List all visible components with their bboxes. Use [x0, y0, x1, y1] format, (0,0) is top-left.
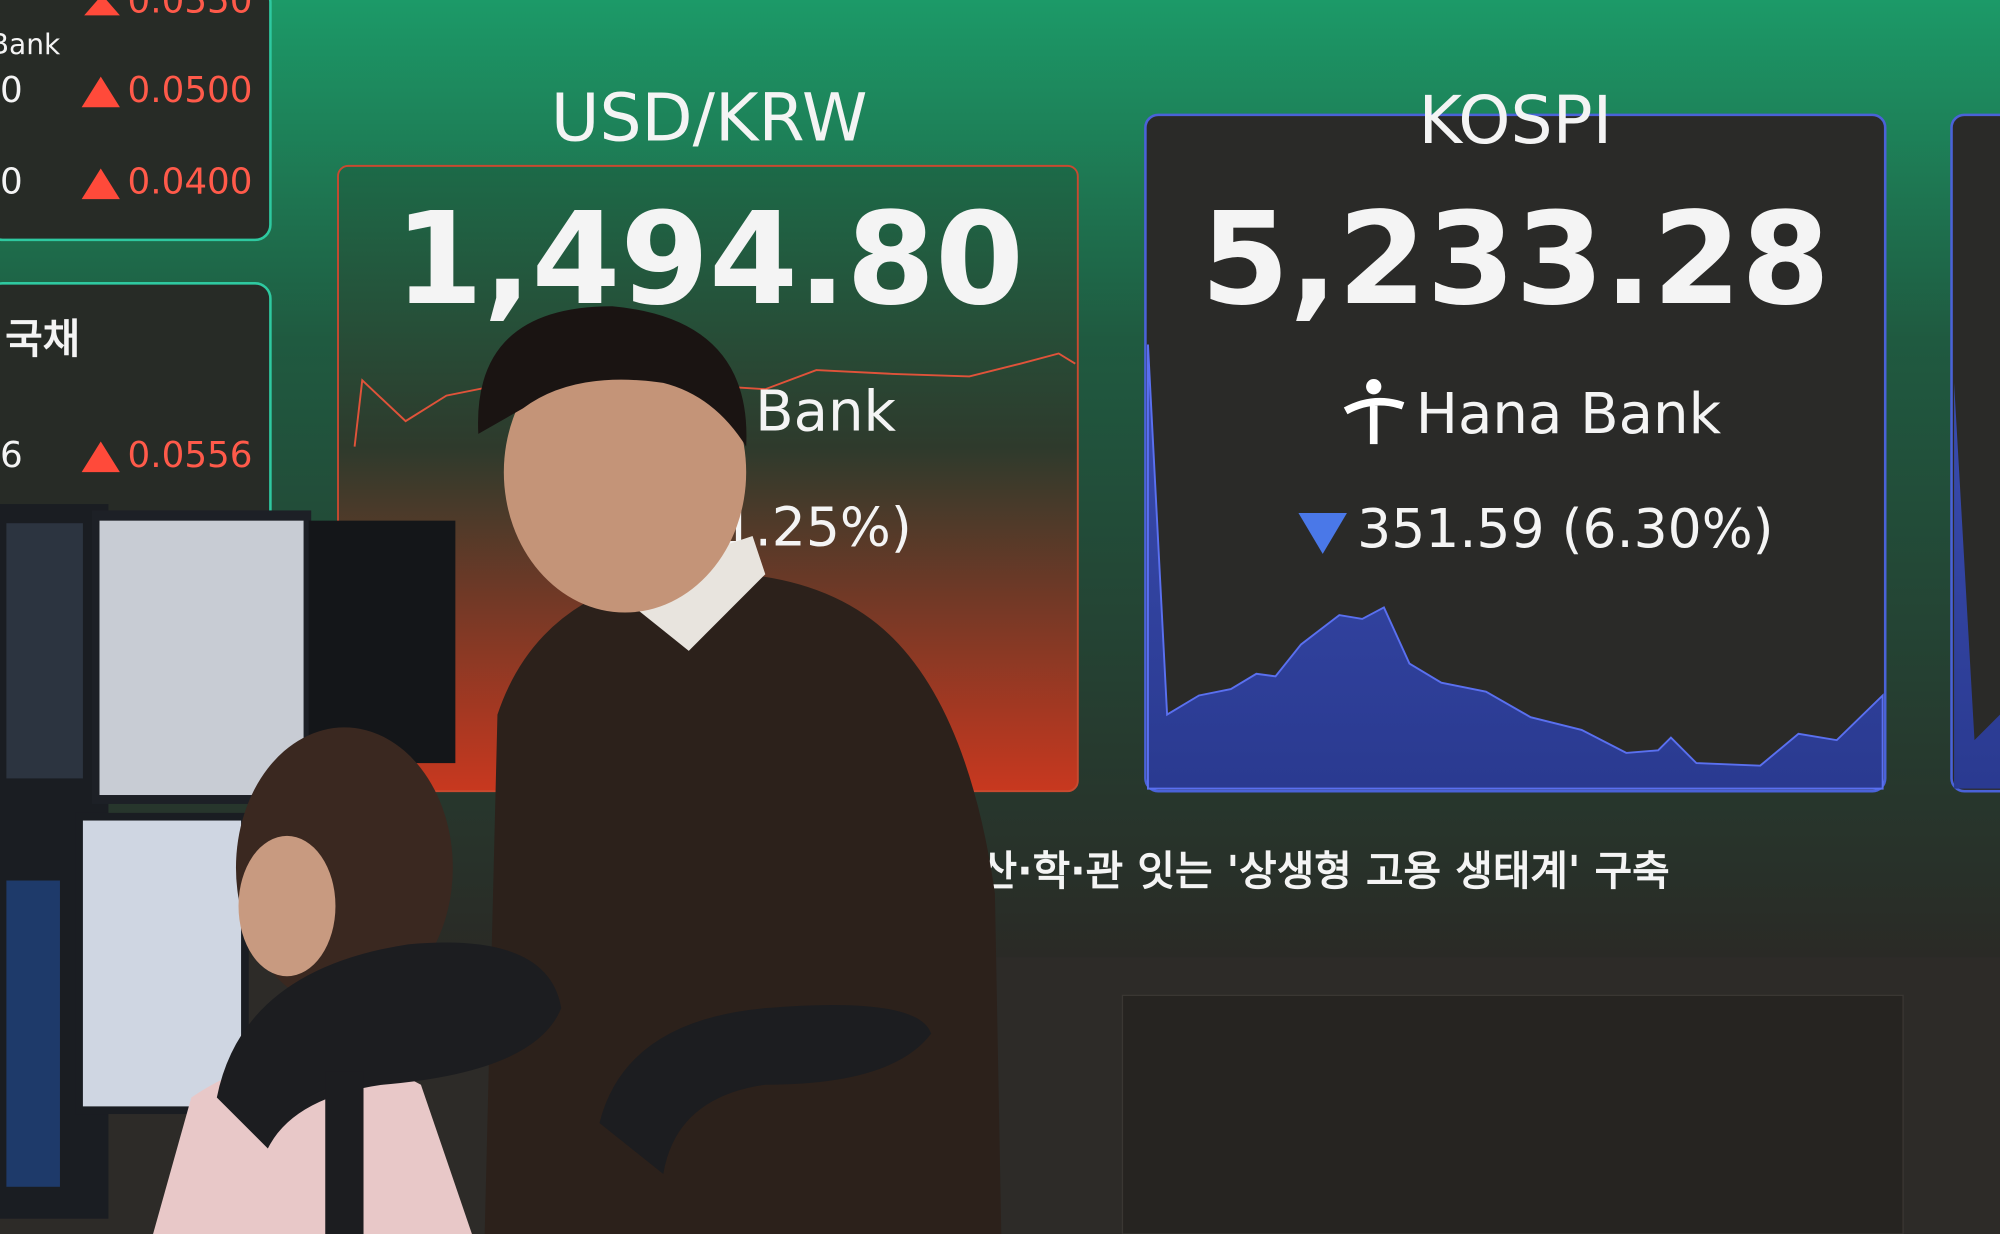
- rate-code: 0: [0, 162, 23, 203]
- rate-change: 0.0400: [128, 162, 253, 203]
- kospi-change: 351.59 (6.30%): [1357, 497, 1773, 560]
- rate-rows: 0.0550 Bank 0 0.0500 0 0.0400 국채 6 0.055…: [0, 0, 253, 476]
- rate-code: 6: [0, 435, 23, 476]
- up-icon: [81, 76, 120, 108]
- up-icon: [84, 0, 120, 16]
- usd-value: 1,494.80: [394, 186, 1023, 334]
- rate-panel: [0, 0, 272, 242]
- monitor-screen: [99, 520, 304, 796]
- monitor-screen: [6, 523, 83, 779]
- up-icon: [81, 168, 120, 200]
- monitor-screen: [6, 880, 60, 1187]
- chair: [216, 942, 562, 1149]
- chair: [599, 1004, 932, 1175]
- up-icon: [81, 441, 120, 473]
- usd-title: USD/KRW: [551, 79, 867, 157]
- person-face: [503, 331, 747, 613]
- usd-bank: Bank: [755, 379, 896, 444]
- rate-change: 0.0556: [128, 435, 253, 476]
- kospi-title: KOSPI: [1418, 81, 1612, 159]
- kospi-area: [1147, 344, 1884, 790]
- chair: [325, 1071, 364, 1234]
- person-collar: [625, 535, 766, 651]
- kospi-bank: Hana Bank: [1416, 382, 1722, 447]
- rate-label: Bank: [0, 28, 61, 61]
- monitor: [308, 520, 456, 764]
- next-area: [1954, 382, 2000, 789]
- rate-code: 0: [0, 70, 23, 111]
- down-icon: [1298, 512, 1347, 554]
- rate-change: 0.0500: [128, 70, 253, 111]
- hana-logo: [1343, 379, 1405, 445]
- rate-change: 0.0550: [128, 0, 253, 22]
- kospi-value: 5,233.28: [1201, 186, 1830, 334]
- person-hair: [478, 306, 747, 447]
- wall-panel: [1121, 994, 1904, 1234]
- bond-label: 국채: [5, 315, 80, 363]
- news-ticker: 산·학·관 잇는 '상생형 고용 생태계' 구축: [980, 847, 1670, 895]
- person-face: [238, 835, 336, 977]
- monitor: [75, 812, 249, 1115]
